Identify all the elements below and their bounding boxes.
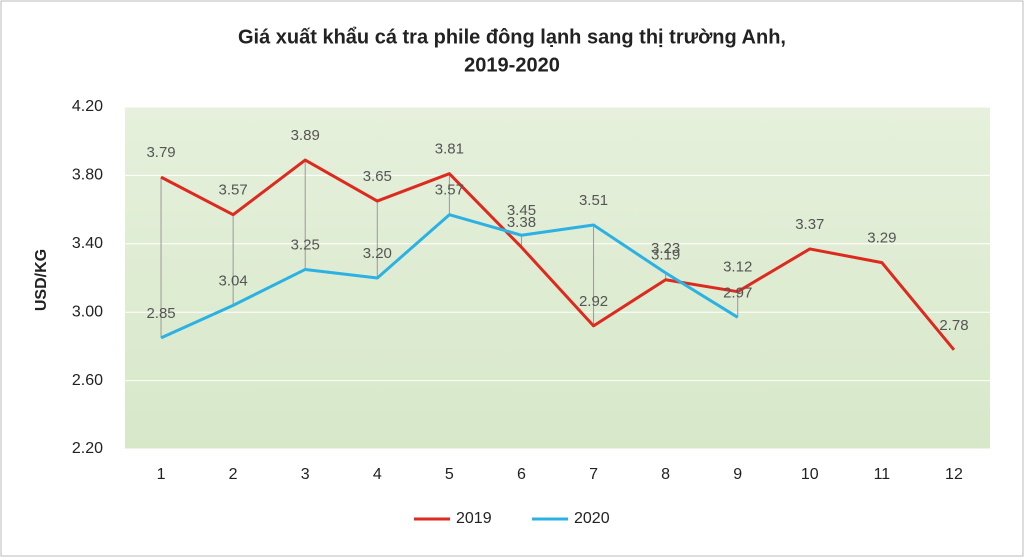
- data-label: 2.85: [146, 305, 175, 322]
- x-tick-label: 5: [445, 466, 454, 483]
- x-tick-label: 3: [301, 466, 310, 483]
- data-label: 3.65: [363, 168, 392, 185]
- x-tick-label: 7: [589, 466, 598, 483]
- x-tick-label: 1: [157, 466, 166, 483]
- series-line: [160, 213, 739, 340]
- data-label: 3.29: [867, 230, 896, 247]
- chart-title: 2019-2020: [464, 54, 560, 76]
- chart-title: Giá xuất khẩu cá tra phile đông lạnh san…: [238, 26, 786, 48]
- data-label: 3.04: [219, 272, 248, 289]
- data-label: 3.81: [435, 141, 464, 158]
- data-label: 3.45: [507, 202, 536, 219]
- series-line: [160, 158, 956, 351]
- y-tick-label: 2.60: [72, 372, 103, 389]
- y-tick-label: 4.20: [72, 98, 103, 115]
- x-tick-label: 10: [801, 466, 819, 483]
- data-label: 3.12: [723, 259, 752, 276]
- data-label: 2.92: [579, 293, 608, 310]
- data-label: 3.89: [291, 127, 320, 144]
- y-tick-label: 2.20: [72, 440, 103, 457]
- data-label: 3.23: [651, 240, 680, 257]
- data-label: 3.51: [579, 192, 608, 209]
- data-label: 3.25: [291, 236, 320, 253]
- data-label: 3.20: [363, 245, 392, 262]
- data-label: 3.37: [795, 216, 824, 233]
- x-tick-label: 12: [945, 466, 963, 483]
- x-tick-label: 4: [373, 466, 382, 483]
- x-tick-label: 11: [874, 466, 891, 483]
- legend-label: 2019: [456, 510, 492, 527]
- x-tick-label: 8: [661, 466, 670, 483]
- data-label: 2.97: [723, 284, 752, 301]
- data-label: 3.38: [507, 214, 536, 231]
- data-label: 3.57: [435, 182, 464, 199]
- x-tick-label: 6: [517, 466, 526, 483]
- data-label: 3.19: [651, 247, 680, 264]
- y-tick-label: 3.80: [72, 167, 103, 184]
- data-label: 3.57: [219, 182, 248, 199]
- x-tick-label: 9: [733, 466, 742, 483]
- data-label: 2.78: [939, 317, 968, 334]
- plot-area: [125, 107, 990, 449]
- legend-label: 2020: [574, 510, 610, 527]
- data-label: 3.79: [146, 144, 175, 161]
- y-axis-label: USD/KG: [33, 249, 50, 311]
- y-tick-label: 3.40: [72, 235, 103, 252]
- y-tick-label: 3.00: [72, 303, 103, 320]
- x-tick-label: 2: [229, 466, 238, 483]
